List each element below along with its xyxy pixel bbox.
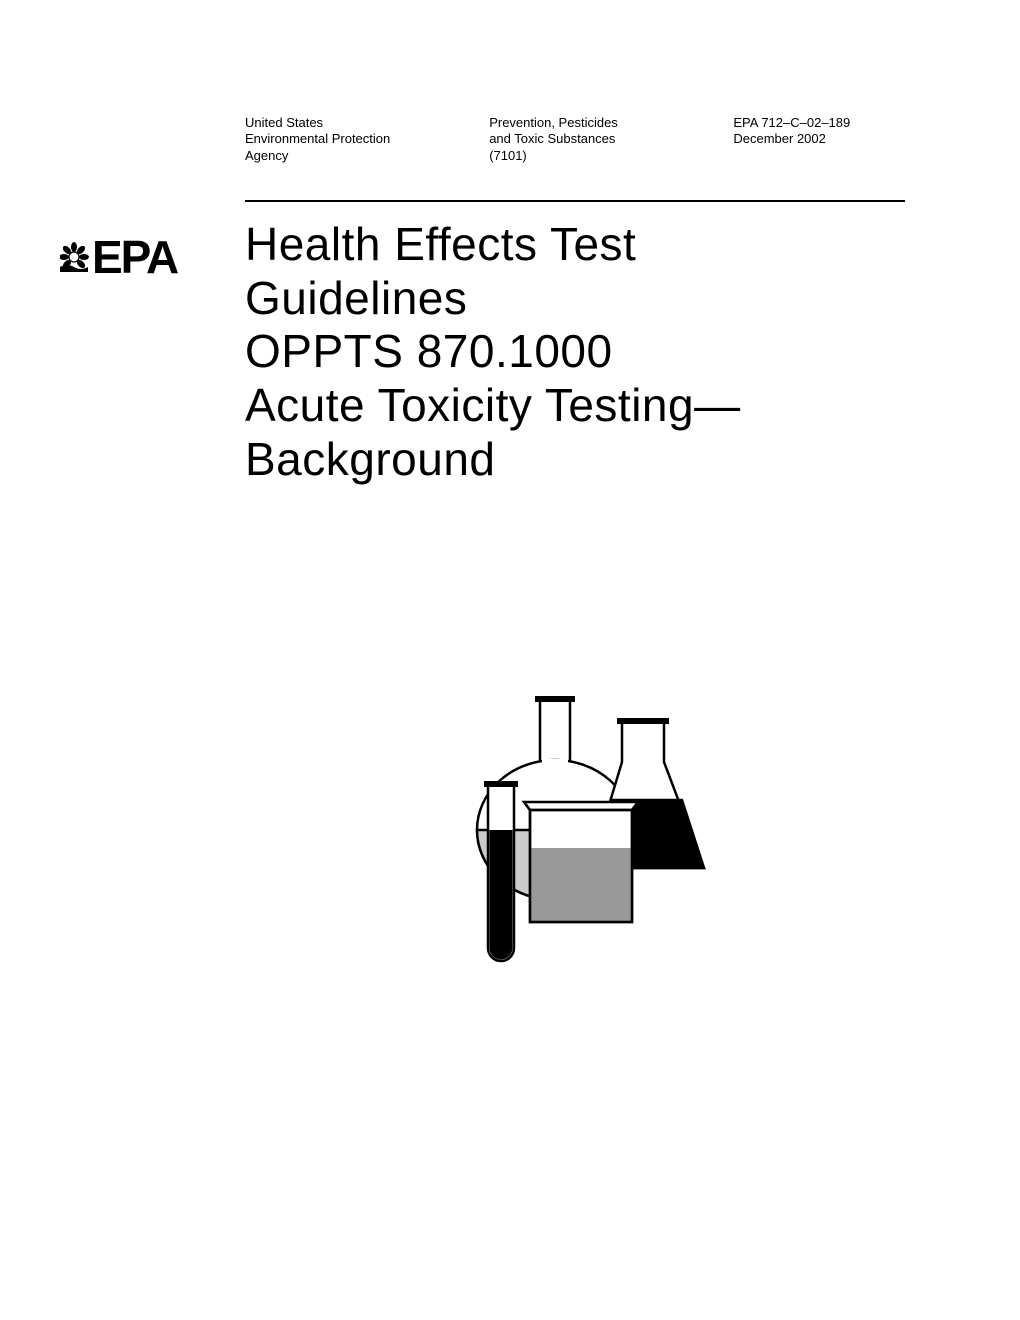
header-text: Agency <box>245 148 489 164</box>
title-line: Health Effects Test <box>245 218 636 270</box>
header-text: and Toxic Substances <box>489 131 733 147</box>
title-row: EPA Health Effects Test Guidelines OPPTS… <box>60 218 920 487</box>
flask-illustration-icon <box>432 690 712 980</box>
header-text: EPA 712–C–02–189 <box>733 115 905 131</box>
title-line: Acute Toxicity Testing— <box>245 379 741 431</box>
divider-line <box>245 200 905 202</box>
title-column: Health Effects Test Guidelines OPPTS 870… <box>245 218 920 487</box>
title-line: OPPTS 870.1000 <box>245 325 613 377</box>
header-text: December 2002 <box>733 131 905 147</box>
header-column-division: Prevention, Pesticides and Toxic Substan… <box>489 115 733 164</box>
header-text: Environmental Protection <box>245 131 489 147</box>
header-text: United States <box>245 115 489 131</box>
header-column-agency: United States Environmental Protection A… <box>245 115 489 164</box>
document-page: United States Environmental Protection A… <box>0 0 1020 1320</box>
logo-column: EPA <box>60 218 245 281</box>
header-column-docid: EPA 712–C–02–189 December 2002 <box>733 115 905 164</box>
document-title: Health Effects Test Guidelines OPPTS 870… <box>245 218 920 487</box>
header-row: United States Environmental Protection A… <box>245 115 905 164</box>
header-text: (7101) <box>489 148 733 164</box>
svg-text:EPA: EPA <box>92 233 178 281</box>
title-line: Guidelines <box>245 272 467 324</box>
epa-logo-icon: EPA <box>60 233 220 281</box>
header-text: Prevention, Pesticides <box>489 115 733 131</box>
title-line: Background <box>245 433 496 485</box>
